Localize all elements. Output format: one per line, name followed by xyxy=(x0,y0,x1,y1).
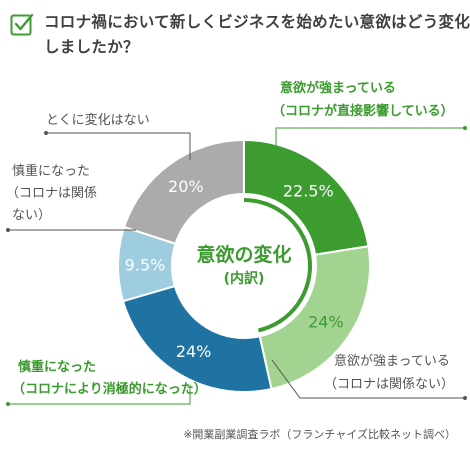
value-label-strong-direct: 22.5% xyxy=(283,182,334,201)
inner-accent-arc xyxy=(243,198,312,333)
leader-dot-strong-direct xyxy=(463,126,467,130)
label-strong-direct-line1: 意欲が強まっている xyxy=(280,81,396,96)
value-label-weak-negative: 24% xyxy=(176,342,212,361)
label-strong-direct-line2: （コロナが直接影響している） xyxy=(272,104,454,119)
value-label-weak-unrelated: 9.5% xyxy=(125,255,166,274)
slice-weak-negative xyxy=(121,284,273,393)
value-label-strong-unrelated: 24% xyxy=(308,313,344,332)
leader-strong-direct xyxy=(275,127,465,160)
center-subtitle: (内訳) xyxy=(223,271,265,287)
source-footnote: ※開業副業調査ラボ（フランチャイズ比較ネット調べ） xyxy=(183,428,456,441)
checkbox-check-icon xyxy=(10,13,34,36)
label-weak-unrelated-line3: ない） xyxy=(12,208,52,223)
value-label-no-change: 20% xyxy=(168,177,204,196)
leader-strong-unrelated xyxy=(271,359,465,399)
label-weak-unrelated-line2: （コロナは関係 xyxy=(6,186,98,201)
center-title: 意欲の変化 xyxy=(196,244,292,266)
label-no-change: とくに変化はない xyxy=(46,113,150,128)
leader-dot-weak-unrelated xyxy=(6,228,10,232)
slice-strong-unrelated xyxy=(258,245,371,391)
label-weak-negative-line1: 慎重になった xyxy=(18,360,97,375)
leader-no-change xyxy=(46,132,191,160)
label-strong-unrelated-line2: （コロナは関係ない） xyxy=(324,377,455,392)
leader-dot-weak-negative xyxy=(6,402,10,406)
question-header: コロナ禍において新しくビジネスを始めたい意欲はどう変化しましたか？ xyxy=(10,8,470,64)
leader-dot-strong-unrelated xyxy=(463,396,467,400)
label-weak-negative-line2: （コロナにより消極的になった） xyxy=(12,382,207,397)
question-title: コロナ禍において新しくビジネスを始めたい意欲はどう変化しましたか？ xyxy=(44,13,470,56)
label-strong-unrelated-line1: 意欲が強まっている xyxy=(334,354,450,369)
leader-dot-no-change xyxy=(44,131,48,135)
label-weak-unrelated-line1: 慎重になった xyxy=(12,164,91,179)
slice-no-change xyxy=(122,138,245,246)
leader-weak-negative xyxy=(8,385,191,405)
slice-strong-direct xyxy=(243,138,370,256)
